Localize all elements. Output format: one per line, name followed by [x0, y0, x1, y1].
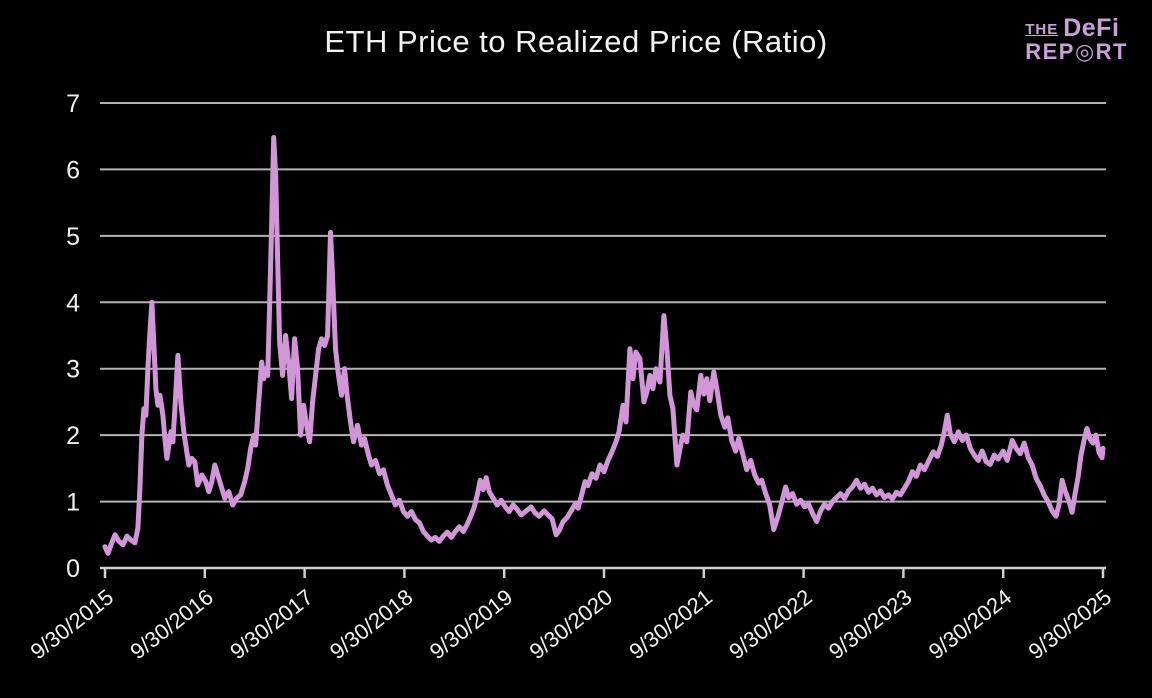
x-tick-label-9: 9/30/2024	[924, 584, 1017, 664]
y-tick-label-1: 1	[66, 489, 80, 517]
y-tick-label-7: 7	[66, 90, 80, 118]
y-tick-label-3: 3	[66, 356, 80, 384]
x-tick-label-5: 9/30/2020	[525, 584, 618, 664]
y-tick-label-2: 2	[66, 422, 80, 450]
y-tick-label-4: 4	[66, 289, 80, 317]
logo-report-prefix: REP	[1025, 38, 1075, 64]
logo-line-1: THE DeFi	[1025, 14, 1128, 42]
chart-title: ETH Price to Realized Price (Ratio)	[324, 24, 828, 59]
x-tick-label-2: 9/30/2017	[225, 584, 318, 664]
x-tick-label-8: 9/30/2023	[824, 584, 917, 664]
x-tick-label-6: 9/30/2021	[624, 584, 717, 664]
logo-the-text: THE	[1025, 21, 1059, 38]
x-tick-label-7: 9/30/2022	[724, 584, 817, 664]
defi-report-logo: THE DeFi REP◎RT	[1025, 14, 1128, 64]
y-tick-label-6: 6	[66, 156, 80, 184]
x-tick-label-0: 9/30/2015	[26, 584, 119, 664]
logo-report-suffix: RT	[1095, 38, 1128, 64]
logo-target-icon: ◎	[1074, 38, 1096, 64]
x-tick-label-3: 9/30/2018	[325, 584, 418, 664]
ratio-line-series	[102, 135, 1106, 556]
y-tick-label-0: 0	[66, 555, 80, 583]
logo-line-2: REP◎RT	[1025, 38, 1128, 64]
axes-and-ticks	[100, 566, 1106, 578]
x-tick-label-10: 9/30/2025	[1024, 584, 1117, 664]
logo-defi-text: DeFi	[1063, 14, 1120, 42]
x-tick-label-4: 9/30/2019	[425, 584, 518, 664]
series-line-0	[102, 135, 1106, 556]
x-tick-label-1: 9/30/2016	[125, 584, 218, 664]
y-tick-label-5: 5	[66, 223, 80, 251]
